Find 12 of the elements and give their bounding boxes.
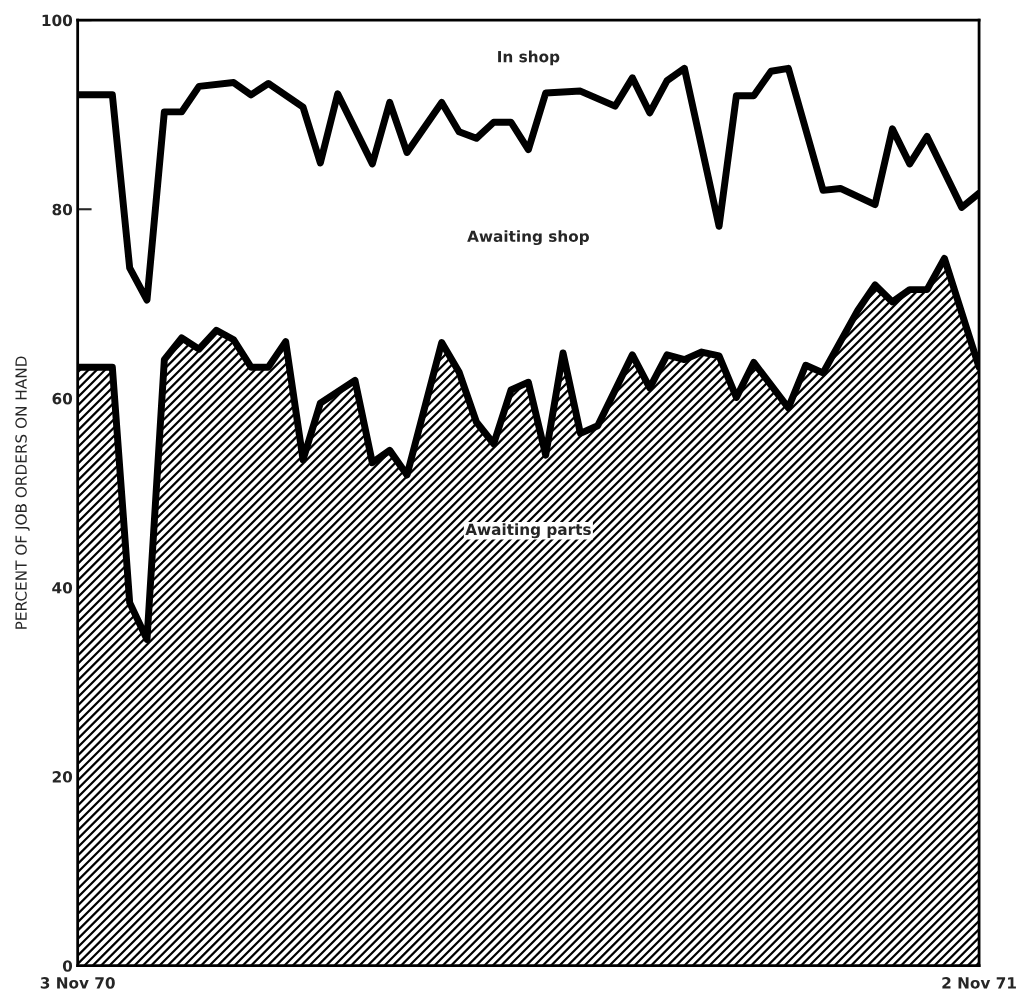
x-tick-label: 2 Nov 71 — [942, 977, 1016, 989]
annotation: Awaiting shop — [467, 230, 589, 246]
annotation: In shop — [498, 50, 560, 66]
y-tick-label: 80 — [52, 203, 73, 216]
series-label: Awaiting parts — [465, 523, 591, 539]
y-tick-label: 100 — [42, 14, 73, 27]
y-tick-label: 40 — [52, 581, 73, 594]
x-tick-label: 3 Nov 70 — [40, 977, 115, 989]
y-tick-label: 20 — [52, 771, 73, 783]
y-axis-title: PERCENT OF JOB ORDERS ON HAND — [15, 356, 30, 629]
y-tick-label: 60 — [52, 392, 73, 405]
y-tick-label: 0 — [62, 960, 73, 972]
